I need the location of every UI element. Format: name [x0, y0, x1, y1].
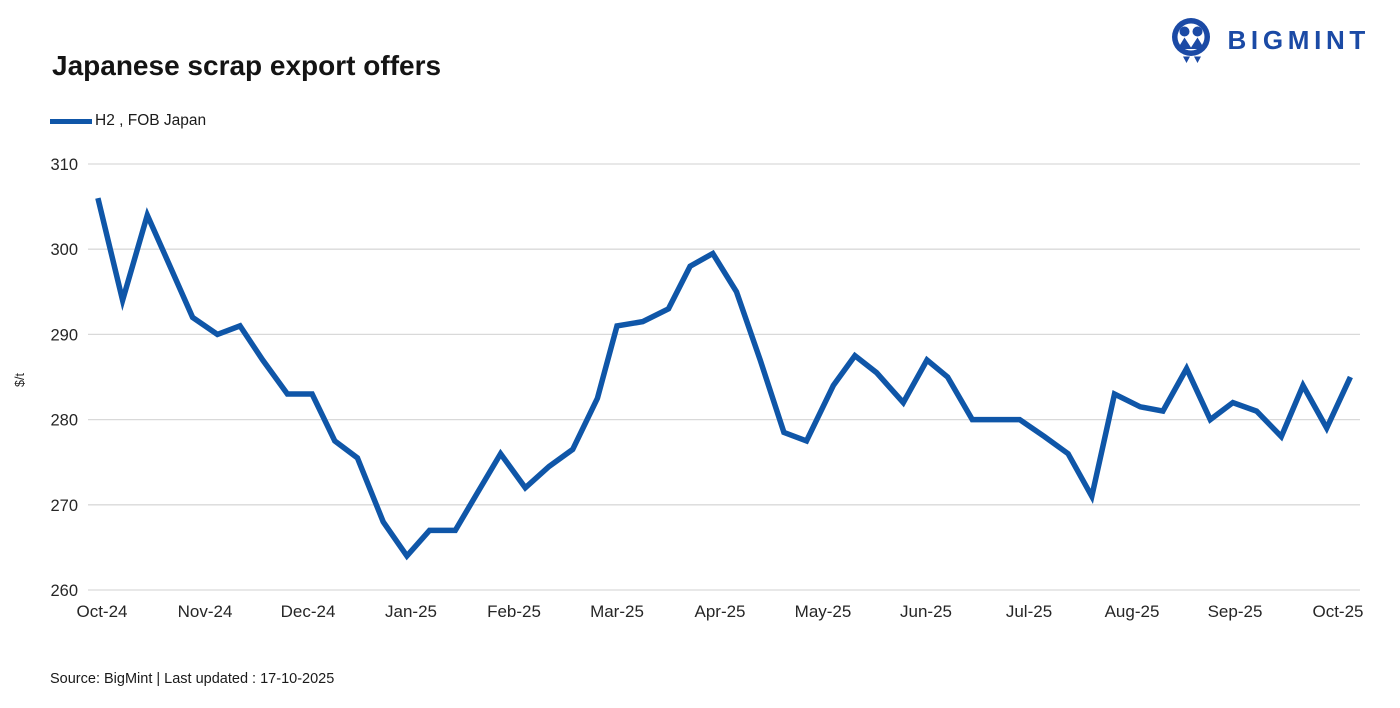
x-tick-label: May-25	[795, 602, 852, 621]
bigmint-logo-text: BIGMINT	[1227, 24, 1370, 55]
x-tick-label: Mar-25	[590, 602, 644, 621]
y-tick-label: 270	[50, 497, 78, 515]
x-tick-label: Apr-25	[694, 602, 745, 621]
x-tick-label: Jul-25	[1006, 602, 1052, 621]
source-note: Source: BigMint | Last updated : 17-10-2…	[50, 671, 335, 687]
x-tick-label: Feb-25	[487, 602, 541, 621]
y-tick-label: 280	[50, 412, 78, 430]
x-tick-label: Dec-24	[281, 602, 336, 621]
legend-line-swatch	[50, 118, 92, 124]
y-axis-title: $/t	[13, 373, 27, 387]
legend-series-label: H2 , FOB Japan	[95, 112, 207, 129]
bigmint-logo-icon	[1172, 18, 1211, 63]
y-tick-label: 310	[50, 156, 78, 174]
line-chart: 310 300 290 280 270 260 Oct-24 Nov-24 Dec-24 Jan-…	[13, 156, 1364, 621]
x-tick-label: Oct-24	[76, 602, 127, 621]
x-tick-label: Jun-25	[900, 602, 952, 621]
y-tick-label: 260	[50, 582, 78, 600]
x-tick-label: Sep-25	[1208, 602, 1263, 621]
series-line	[95, 197, 1353, 561]
bigmint-logo: BIGMINT	[1169, 16, 1370, 64]
x-tick-label: Oct-25	[1312, 602, 1363, 621]
x-tick-label: Nov-24	[178, 602, 233, 621]
y-tick-label: 290	[50, 326, 78, 344]
x-tick-label: Aug-25	[1105, 602, 1160, 621]
x-tick-label: Jan-25	[385, 602, 437, 621]
legend: H2 , FOB Japan	[50, 112, 206, 130]
chart-title: Japanese scrap export offers	[52, 50, 442, 81]
y-tick-label: 300	[50, 241, 78, 259]
